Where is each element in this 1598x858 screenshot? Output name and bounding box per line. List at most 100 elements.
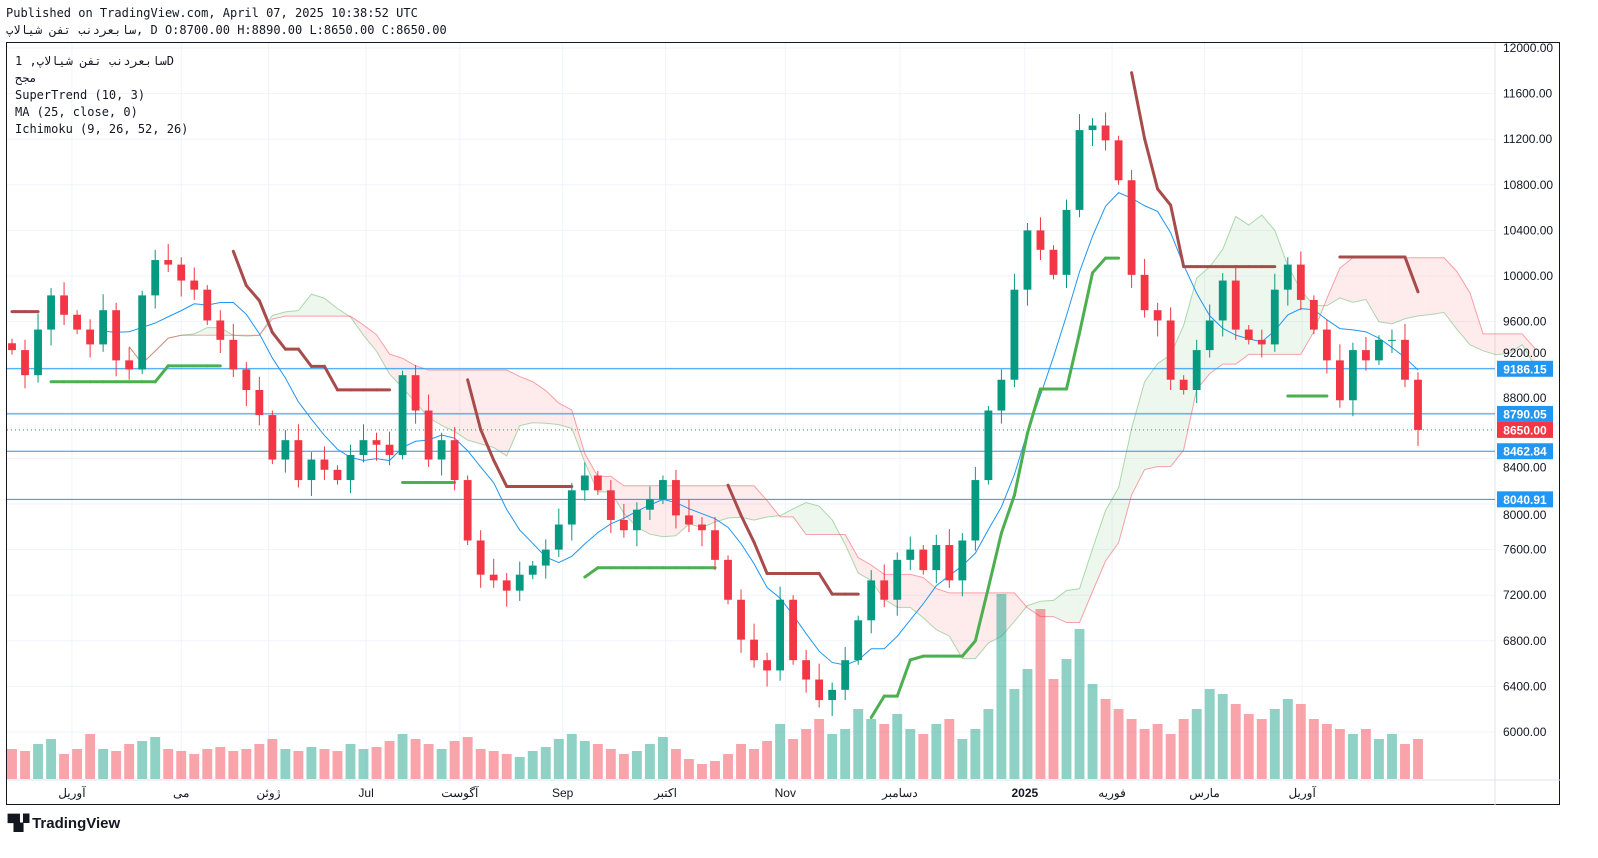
cloud-segment [337,308,351,318]
cloud-segment [701,485,715,528]
last-price-badge [1497,421,1553,438]
volume-bar [1191,709,1202,779]
candle-body [1023,230,1032,290]
candle-body [906,549,915,560]
price-tick-label: 11600.00 [1503,87,1552,101]
volume-bar [1152,724,1163,779]
hline-price-badge [1497,443,1553,460]
supertrend-down-segment [1403,255,1420,294]
volume-bar [137,741,148,779]
volume-bar [345,744,356,779]
volume-bar [670,749,681,779]
volume-bar [631,751,642,779]
cloud-segment [832,519,846,545]
candle-body [1114,140,1123,181]
ohlc-line: سابعردنب تفن شيالاپ, D O:8700.00 H:8890.… [6,23,447,37]
cloud-segment [793,502,807,535]
volume-bar [788,739,799,779]
indicators [10,71,1420,720]
candle-body [333,469,342,481]
volume-bar [1373,739,1384,779]
price-tick-label: 10000.00 [1503,269,1553,283]
candle-body [1101,125,1110,141]
cloud-segment [806,502,820,535]
cloud-segment [1053,590,1067,623]
cloud-segment [285,310,299,317]
volume-bar [1126,719,1137,779]
volume-bar [918,734,929,779]
volume-bar [905,729,916,779]
volume-bar [892,714,903,779]
ichimoku-cloud [128,214,1536,660]
candle-body [8,343,16,351]
volume-bar [7,749,17,779]
candle-body [177,264,186,281]
volume-bar [957,739,968,779]
candle-body [463,480,472,541]
cloud-segment [545,390,559,425]
candle-body [815,679,824,701]
volume-bar [853,709,864,779]
last-price-label: 8650.00 [1503,423,1547,437]
chart-frame[interactable] [6,42,1560,805]
supertrend-down-segment [270,330,287,351]
candle-body [1322,329,1331,361]
volume-bar [879,724,890,779]
cloud-segment [1352,257,1366,303]
volume-bar [358,749,369,779]
supertrend-up-segment [583,566,600,579]
candle-body [737,599,745,640]
price-tick-label: 8000.00 [1503,508,1547,522]
supertrend-down-segment [1143,137,1160,191]
legend-ma[interactable]: MA (25, close, 0) [15,105,138,119]
volume-bar [566,734,577,779]
candles [8,112,1422,717]
cloud-segment [1118,428,1132,543]
cloud-segment [363,325,377,352]
ma-line [103,192,1419,666]
volume-bar [970,729,981,779]
candle-body [1349,350,1357,401]
volume-bar [410,739,421,779]
volume-bar [397,734,408,779]
candle-body [307,459,316,481]
grid [7,43,1560,805]
tradingview-logo[interactable]: ▜▞ TradingView [8,814,120,833]
hline-price-badge [1497,360,1553,377]
volume-bar [618,754,629,779]
volume-bar [605,749,616,779]
legend-supertrend[interactable]: SuperTrend (10, 3) [15,88,146,102]
price-tick-label: 12000.00 [1503,41,1553,55]
candle-body [632,509,641,531]
candle-body [1375,339,1383,361]
volume-bar [488,751,499,779]
volume-bar [553,739,564,779]
candle-body [60,295,68,315]
volume-bar [98,749,109,779]
candle-body [1244,329,1253,340]
candle-body [1270,289,1279,345]
cloud-segment [1483,333,1497,355]
candle-body [919,549,928,571]
cloud-segment [819,506,833,535]
supertrend-up-segment [908,654,925,662]
supertrend-up-segment [960,639,977,658]
volume-bar [267,739,278,779]
volume-bar [1165,734,1176,779]
hline-price-label: 8040.91 [1503,493,1547,507]
candle-body [21,350,29,376]
volume-bar [1087,684,1098,779]
volume-bar [996,594,1007,779]
volume-bar [749,749,760,779]
volume-bar [1009,689,1020,779]
volume-bar [983,709,994,779]
cloud-segment [1066,588,1080,623]
volume-bar [1139,729,1150,779]
supertrend-up-segment [986,531,1003,590]
time-tick-label: آگوست [441,785,479,800]
cloud-segment [454,370,468,441]
legend-ichimoku[interactable]: Ichimoku (9, 26, 52, 26) [15,122,189,136]
volume-bar [762,741,773,779]
volume-bar [840,729,851,779]
